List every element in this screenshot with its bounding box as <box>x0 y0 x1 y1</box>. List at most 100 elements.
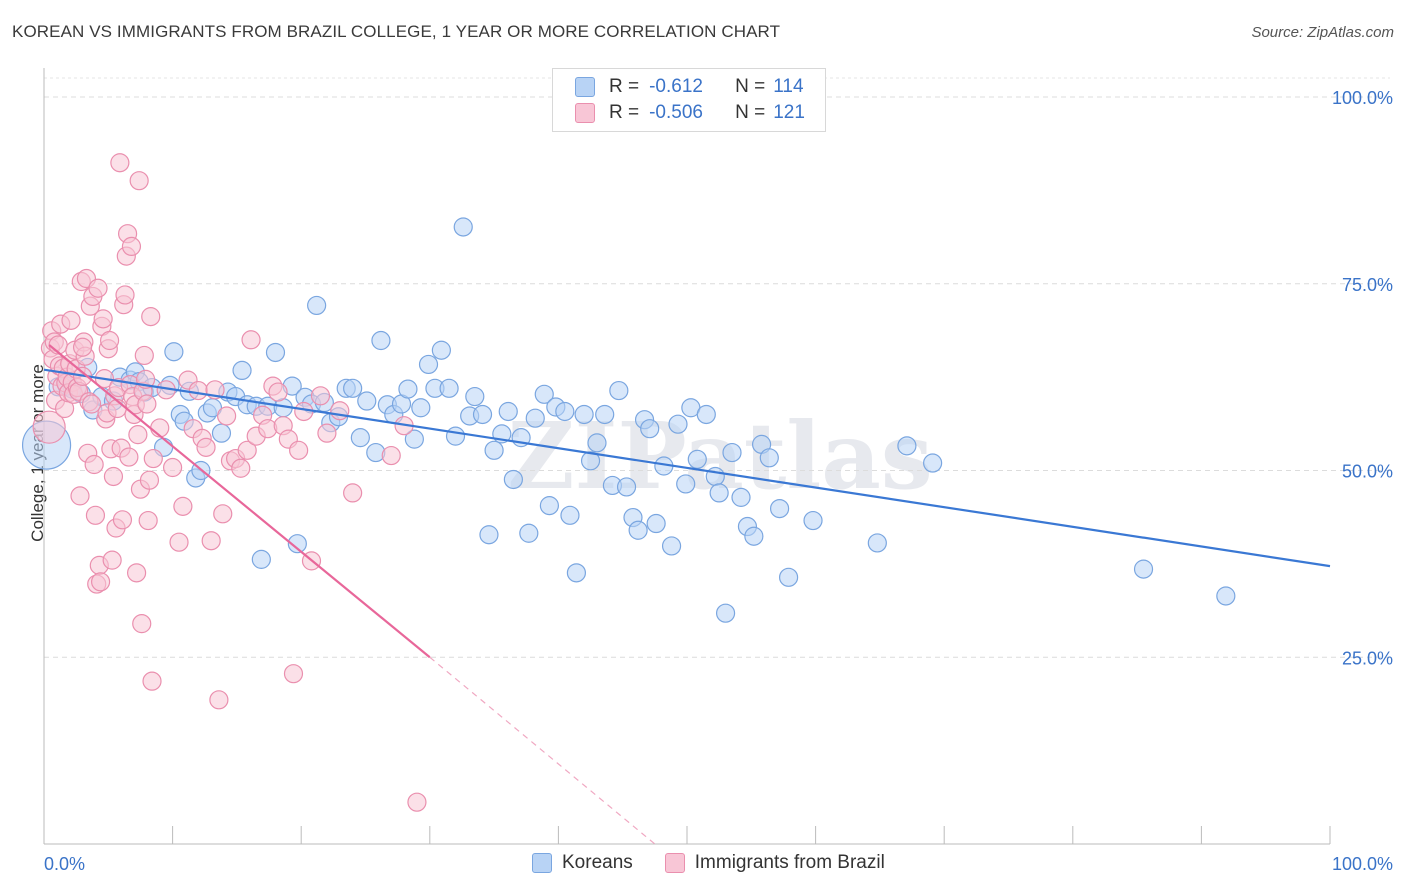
korean-point <box>769 498 790 519</box>
korean-point <box>498 401 518 422</box>
brazil-point <box>126 563 147 583</box>
korean-point <box>897 436 917 456</box>
brazil-point <box>88 278 108 298</box>
n-value-koreans: 114 <box>773 76 804 97</box>
korean-point <box>343 378 363 398</box>
brazil-point <box>241 330 261 350</box>
korean-point <box>1133 559 1154 579</box>
korean-point <box>580 451 601 471</box>
brazil-point <box>217 406 237 426</box>
brazil-point <box>128 425 148 445</box>
korean-point <box>472 404 493 425</box>
brazil-point <box>61 310 81 330</box>
korean-trend-line <box>43 368 1331 568</box>
korean-point <box>431 340 451 360</box>
korean-point <box>555 401 575 422</box>
korean-point <box>560 505 580 525</box>
korean-point <box>696 404 716 425</box>
brazil-point <box>32 410 66 444</box>
korean-point <box>445 426 466 446</box>
korean-point <box>534 384 554 404</box>
korean-point <box>539 496 559 516</box>
brazil-point <box>150 418 170 438</box>
korean-point <box>574 404 594 425</box>
brazil-point <box>169 532 189 552</box>
brazil-legend-label: Immigrants from Brazil <box>694 852 885 873</box>
korean-point <box>366 442 386 463</box>
r-label: R = <box>609 76 640 97</box>
brazil-point <box>119 447 139 467</box>
n-label: N = <box>735 102 766 123</box>
korean-point <box>731 487 751 507</box>
korean-point <box>519 523 539 543</box>
brazil-point <box>139 470 160 490</box>
brazil-point <box>188 380 208 401</box>
brazil-point <box>283 664 304 684</box>
brazil-point <box>268 382 288 402</box>
brazil-point <box>103 466 124 487</box>
korean-point <box>307 295 327 316</box>
brazil-point <box>70 486 90 506</box>
chart-title: KOREAN VS IMMIGRANTS FROM BRAZIL COLLEGE… <box>12 22 781 41</box>
korean-point <box>453 217 473 237</box>
brazil-point <box>201 531 221 551</box>
korean-point <box>778 567 799 587</box>
brazil-point <box>72 337 93 357</box>
brazil-point <box>310 386 331 406</box>
y-tick-label: 50.0% <box>1342 462 1393 482</box>
brazil-point <box>84 454 104 475</box>
r-value-brazil: -0.506 <box>649 102 703 123</box>
legend-row-koreans: R = -0.612 N = 114 <box>575 75 804 99</box>
brazil-point <box>294 401 314 422</box>
brazil-point <box>213 504 233 524</box>
n-value-brazil: 121 <box>773 102 805 123</box>
brazil-trend-extension <box>429 656 656 845</box>
korean-point <box>503 469 523 490</box>
korean-point <box>722 442 742 463</box>
y-tick-label: 100.0% <box>1332 88 1393 108</box>
korean-point <box>646 513 666 534</box>
brazil-point <box>381 445 401 466</box>
korean-point <box>609 380 629 401</box>
brazil-point <box>110 153 130 173</box>
korean-point <box>350 428 370 448</box>
brazil-point <box>129 171 149 191</box>
korean-point <box>525 408 545 428</box>
series-legend: Koreans Immigrants from Brazil <box>532 852 917 874</box>
korean-point <box>251 549 271 569</box>
brazil-point <box>141 307 161 327</box>
koreans-swatch <box>575 77 595 97</box>
brazil-point <box>173 496 193 516</box>
legend-item-brazil[interactable]: Immigrants from Brazil <box>664 852 885 874</box>
brazil-point <box>132 614 152 634</box>
brazil-point <box>317 423 337 443</box>
n-label: N = <box>735 76 766 97</box>
y-tick-label: 25.0% <box>1342 648 1393 668</box>
korean-point <box>628 520 648 540</box>
brazil-point <box>343 483 363 503</box>
brazil-point <box>85 505 106 525</box>
korean-point <box>867 533 887 553</box>
korean-point <box>357 391 377 411</box>
brazil-point <box>289 440 309 460</box>
x-tick-label: 0.0% <box>44 854 85 874</box>
korean-point <box>1216 586 1236 606</box>
korean-point <box>587 433 607 453</box>
korean-point <box>661 536 682 556</box>
korean-point <box>566 563 587 583</box>
y-tick-label: 75.0% <box>1342 275 1393 295</box>
korean-point <box>484 440 504 460</box>
brazil-point <box>209 690 229 710</box>
korean-point <box>759 448 779 468</box>
korean-point <box>595 404 615 425</box>
r-value-koreans: -0.612 <box>649 76 703 97</box>
legend-item-koreans[interactable]: Koreans <box>532 852 633 874</box>
korean-point <box>411 398 431 418</box>
korean-point <box>709 483 729 503</box>
brazil-point <box>93 309 113 329</box>
korean-point <box>211 423 232 443</box>
legend-row-brazil: R = -0.506 N = 121 <box>575 101 805 125</box>
source-label: Source: ZipAtlas.com <box>1251 24 1394 41</box>
brazil-point <box>330 401 350 421</box>
